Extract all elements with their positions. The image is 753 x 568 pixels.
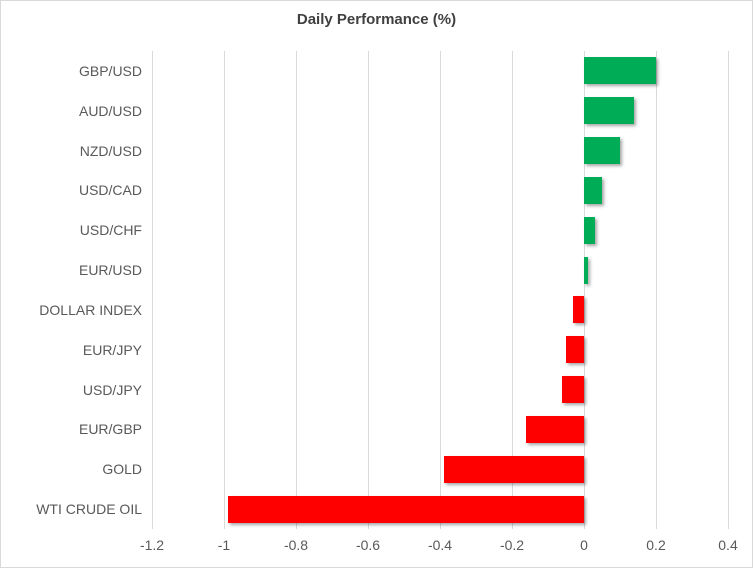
gridline	[368, 51, 369, 529]
bar-aud-usd	[584, 97, 634, 124]
category-label: GBP/USD	[78, 63, 142, 79]
category-label: EUR/JPY	[82, 342, 142, 358]
gridline	[512, 51, 513, 529]
x-tick-label: 0	[580, 537, 588, 553]
x-tick-label: 0.2	[646, 537, 666, 553]
x-tick-label: -0.4	[427, 537, 453, 553]
gridline	[584, 51, 585, 529]
x-tick-label: 0.4	[718, 537, 738, 553]
category-label: GOLD	[102, 461, 142, 477]
plot-area	[152, 51, 729, 529]
gridline	[224, 51, 225, 529]
category-label: USD/CAD	[78, 182, 142, 198]
category-label: AUD/USD	[78, 103, 142, 119]
category-label: USD/CHF	[79, 222, 142, 238]
bar-eur-usd	[584, 257, 588, 284]
x-tick-label: -0.2	[499, 537, 525, 553]
chart-title: Daily Performance (%)	[296, 11, 457, 28]
category-label: EUR/GBP	[78, 421, 142, 437]
bar-usd-chf	[584, 217, 595, 244]
bar-wti-crude-oil	[228, 496, 584, 523]
gridline	[440, 51, 441, 529]
x-tick-label: -0.8	[283, 537, 309, 553]
gridline	[728, 51, 729, 529]
gridline	[296, 51, 297, 529]
bar-eur-gbp	[526, 416, 584, 443]
category-label: NZD/USD	[79, 143, 142, 159]
bar-usd-jpy	[562, 376, 584, 403]
bar-eur-jpy	[566, 336, 584, 363]
category-label: DOLLAR INDEX	[39, 302, 142, 318]
category-label: EUR/USD	[78, 262, 142, 278]
category-label: USD/JPY	[82, 382, 142, 398]
x-tick-label: -1	[217, 537, 231, 553]
x-tick-label: -1.2	[139, 537, 165, 553]
gridline	[656, 51, 657, 529]
bar-nzd-usd	[584, 137, 620, 164]
x-tick-label: -0.6	[355, 537, 381, 553]
category-label: WTI CRUDE OIL	[36, 501, 142, 517]
bar-usd-cad	[584, 177, 602, 204]
bar-gold	[444, 456, 584, 483]
bar-dollar-index	[573, 296, 584, 323]
bar-gbp-usd	[584, 57, 656, 84]
gridline	[152, 51, 153, 529]
